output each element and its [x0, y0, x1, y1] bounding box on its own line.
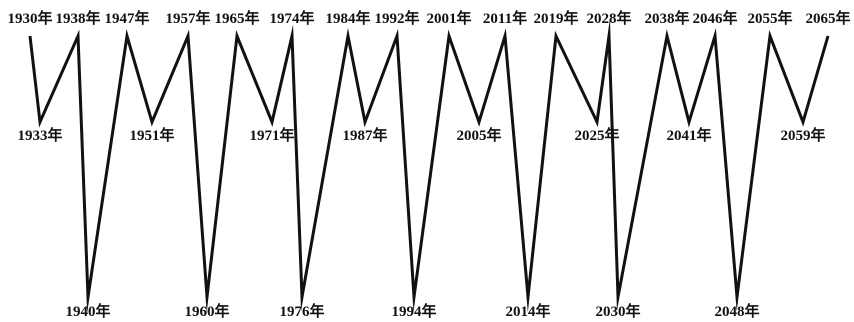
year-label-middle: 2025年 — [574, 126, 619, 144]
year-label-bottom: 2030年 — [595, 302, 640, 320]
year-label-middle: 1987年 — [342, 126, 387, 144]
year-label-middle: 1951年 — [129, 126, 174, 144]
year-label-top: 2011年 — [483, 9, 527, 27]
year-label-top: 1992年 — [374, 9, 419, 27]
year-label-top: 1947年 — [104, 9, 149, 27]
year-label-top: 2001年 — [426, 9, 471, 27]
year-label-top: 2028年 — [586, 9, 631, 27]
year-label-top: 2046年 — [692, 9, 737, 27]
year-label-top: 1930年 — [7, 9, 52, 27]
year-label-bottom: 1976年 — [279, 302, 324, 320]
year-label-middle: 2005年 — [456, 126, 501, 144]
year-label-top: 1974年 — [269, 9, 314, 27]
year-label-top: 2019年 — [533, 9, 578, 27]
year-labels: 1930年 1933年 1938年 1940年 1947年 1951年 1957年 1960年… — [7, 9, 850, 320]
year-label-top: 2055年 — [747, 9, 792, 27]
year-label-bottom: 1960年 — [184, 302, 229, 320]
zigzag-line — [28, 18, 830, 314]
year-label-bottom: 1994年 — [391, 302, 436, 320]
year-label-top: 2065年 — [805, 9, 850, 27]
year-label-bottom: 1940年 — [65, 302, 110, 320]
year-label-middle: 2059年 — [780, 126, 825, 144]
year-label-top: 1957年 — [165, 9, 210, 27]
year-label-top: 1965年 — [214, 9, 259, 27]
year-label-middle: 2041年 — [666, 126, 711, 144]
year-label-top: 1984年 — [325, 9, 370, 27]
year-label-middle: 1933年 — [17, 126, 62, 144]
year-label-middle: 1971年 — [249, 126, 294, 144]
year-label-bottom: 2014年 — [505, 302, 550, 320]
year-label-top: 1938年 — [55, 9, 100, 27]
year-label-bottom: 2048年 — [714, 302, 759, 320]
year-label-top: 2038年 — [644, 9, 689, 27]
